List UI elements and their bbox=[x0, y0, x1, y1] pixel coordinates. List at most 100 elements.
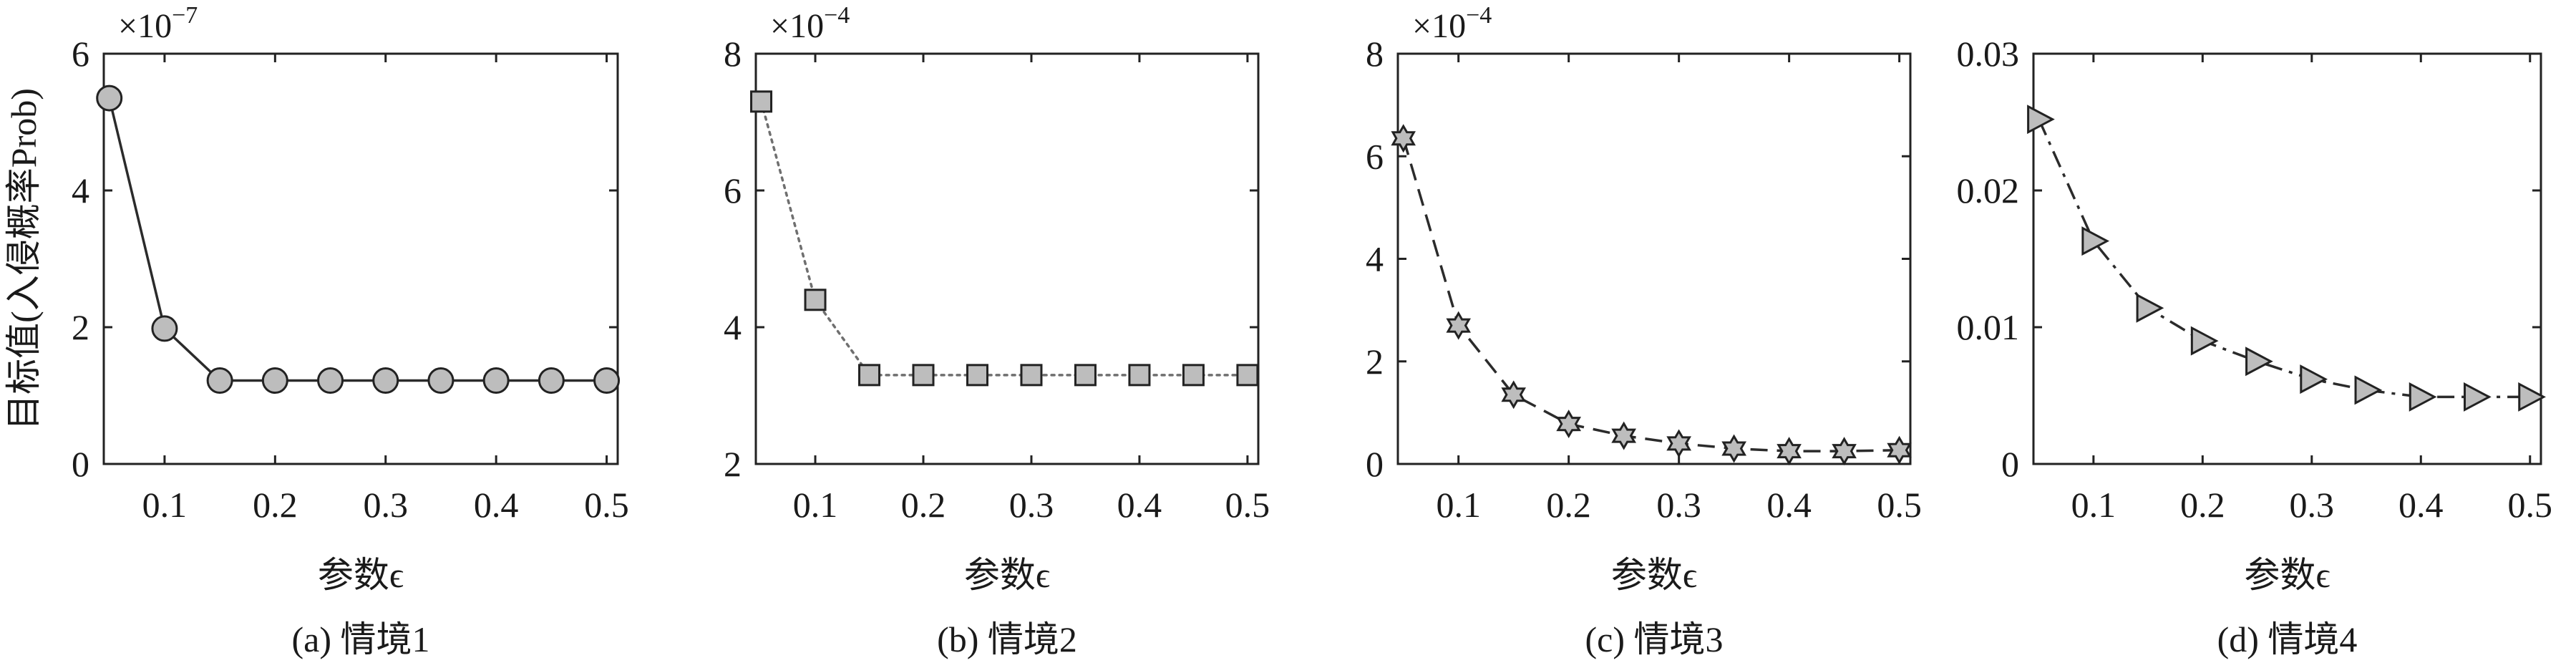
data-point bbox=[912, 364, 935, 387]
subplot-4: 0.1 0.2 0.3 0.4 0.5 0 0.01 0.02 0.03 参数ϵ (d) 情境4 bbox=[1957, 34, 2553, 659]
y-tick-label: 4 bbox=[72, 170, 89, 210]
x-tick-label: 0.3 bbox=[1009, 485, 1054, 525]
x-tick-label: 0.5 bbox=[1877, 485, 1922, 525]
y-tick-label: 2 bbox=[724, 444, 742, 484]
x-tick-label: 0.2 bbox=[1546, 485, 1591, 525]
data-point bbox=[1236, 364, 1259, 387]
y-tick-label: 2 bbox=[72, 307, 89, 347]
data-point bbox=[1074, 364, 1097, 387]
y-tick-label: 6 bbox=[724, 170, 742, 210]
data-point bbox=[1611, 421, 1636, 450]
subplot-3: 0.1 0.2 0.3 0.4 0.5 0 2 4 6 8 ×10−4 参数ϵ (c) 情境3 bbox=[1366, 2, 1922, 659]
y-tick-label: 8 bbox=[724, 34, 742, 74]
data-point bbox=[804, 289, 827, 311]
y-tick-label: 0.02 bbox=[1957, 170, 2020, 210]
y-tick-label: 6 bbox=[1366, 136, 1384, 176]
subplot-2: 0.1 0.2 0.3 0.4 0.5 2 4 6 8 ×10−4 参数ϵ (b) 情境2 bbox=[724, 2, 1270, 659]
y-multiplier-base: ×10 bbox=[118, 7, 172, 45]
data-point bbox=[2409, 382, 2437, 412]
data-point bbox=[206, 367, 233, 394]
axes-frame bbox=[2032, 52, 2542, 465]
data-point bbox=[593, 367, 621, 394]
x-tick-label: 0.1 bbox=[793, 485, 838, 525]
data-point bbox=[1832, 437, 1857, 466]
data-point bbox=[1128, 364, 1151, 387]
axes-frame bbox=[102, 52, 619, 465]
data-point bbox=[1020, 364, 1043, 387]
data-point bbox=[96, 84, 123, 112]
data-point bbox=[2464, 382, 2492, 412]
x-tick-label: 0.4 bbox=[2398, 485, 2444, 525]
x-tick-label: 0.5 bbox=[584, 485, 629, 525]
data-point bbox=[1887, 435, 1912, 465]
y-tick-label: 4 bbox=[1366, 239, 1384, 279]
x-axis-label: 参数ϵ bbox=[1611, 555, 1697, 595]
subplot-caption: (a) 情境1 bbox=[292, 619, 430, 659]
x-tick-label: 0.2 bbox=[253, 485, 298, 525]
subplot-1: 0.1 0.2 0.3 0.4 0.5 0 2 4 6 ×10−7 参数ϵ (a) 情境1 bbox=[72, 2, 629, 659]
y-tick-label: 8 bbox=[1366, 34, 1384, 74]
y-multiplier-exponent: −7 bbox=[172, 2, 198, 29]
x-axis-label: 参数ϵ bbox=[318, 555, 404, 595]
data-point bbox=[151, 315, 178, 342]
data-point bbox=[2190, 326, 2219, 356]
y-multiplier-base: ×10 bbox=[770, 7, 824, 45]
data-point bbox=[1501, 380, 1526, 410]
data-point bbox=[1391, 124, 1416, 153]
data-point bbox=[858, 364, 881, 387]
y-multiplier-exponent: −4 bbox=[824, 2, 850, 29]
data-point bbox=[1666, 429, 1691, 458]
y-tick-label: 4 bbox=[724, 307, 742, 347]
subplot-caption: (c) 情境3 bbox=[1585, 619, 1724, 659]
series-line bbox=[107, 97, 607, 382]
data-point bbox=[750, 90, 773, 113]
data-point bbox=[966, 364, 988, 387]
x-tick-label: 0.1 bbox=[142, 485, 188, 525]
y-multiplier-label: ×10−4 bbox=[1412, 2, 1492, 45]
data-point bbox=[538, 367, 565, 394]
x-axis-label: 参数ϵ bbox=[964, 555, 1050, 595]
series-line bbox=[759, 100, 1249, 377]
data-point bbox=[261, 367, 288, 394]
data-point bbox=[2027, 105, 2055, 135]
x-tick-label: 0.4 bbox=[1117, 485, 1162, 525]
series-line bbox=[2038, 118, 2530, 399]
y-axis-label: 目标值(入侵概率Prob) bbox=[4, 88, 44, 430]
x-tick-label: 0.3 bbox=[2290, 485, 2335, 525]
y-multiplier-label: ×10−7 bbox=[118, 2, 198, 45]
data-point bbox=[427, 367, 455, 394]
data-point bbox=[482, 367, 510, 394]
subplot-caption: (b) 情境2 bbox=[937, 619, 1077, 659]
y-tick-label: 2 bbox=[1366, 342, 1384, 382]
data-point bbox=[2518, 382, 2546, 412]
x-tick-label: 0.5 bbox=[1225, 485, 1270, 525]
x-tick-label: 0.1 bbox=[2071, 485, 2116, 525]
x-tick-label: 0.2 bbox=[901, 485, 946, 525]
subplot-caption: (d) 情境4 bbox=[2217, 619, 2358, 659]
y-multiplier-label: ×10−4 bbox=[770, 2, 850, 45]
data-point bbox=[1721, 434, 1746, 463]
data-point bbox=[1182, 364, 1205, 387]
x-tick-label: 0.3 bbox=[1656, 485, 1701, 525]
x-tick-label: 0.4 bbox=[474, 485, 519, 525]
data-point bbox=[1777, 437, 1802, 466]
y-tick-label: 0 bbox=[2001, 444, 2019, 484]
data-point bbox=[317, 367, 344, 394]
data-point bbox=[372, 367, 399, 394]
x-tick-label: 0.5 bbox=[2508, 485, 2553, 525]
series-line bbox=[1402, 137, 1900, 452]
y-tick-label: 0 bbox=[1366, 444, 1384, 484]
data-point bbox=[2245, 347, 2273, 377]
y-multiplier-exponent: −4 bbox=[1466, 2, 1492, 29]
y-multiplier-base: ×10 bbox=[1412, 7, 1466, 45]
data-point bbox=[1556, 410, 1581, 439]
data-point bbox=[2300, 364, 2328, 394]
data-point bbox=[1446, 311, 1471, 340]
x-axis-label: 参数ϵ bbox=[2244, 555, 2330, 595]
data-point bbox=[2354, 375, 2383, 405]
x-tick-label: 0.3 bbox=[363, 485, 408, 525]
y-tick-label: 0.03 bbox=[1957, 34, 2020, 74]
x-tick-label: 0.4 bbox=[1766, 485, 1812, 525]
